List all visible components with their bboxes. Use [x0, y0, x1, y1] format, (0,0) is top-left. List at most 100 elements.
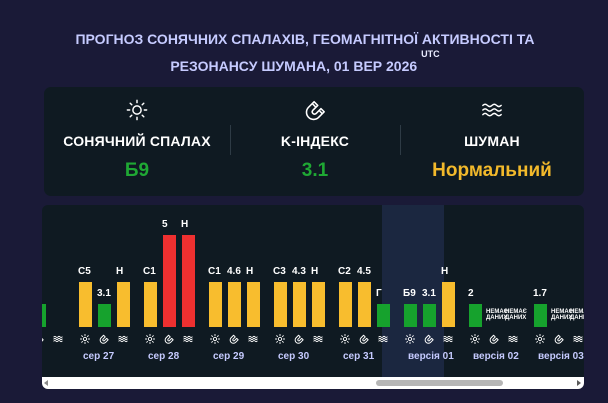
- chart-bar-flare: [339, 282, 352, 327]
- scroll-left-arrow-icon[interactable]: [44, 380, 48, 386]
- bar-value-label: 1.7: [533, 288, 547, 299]
- magnet-icon: [99, 331, 109, 344]
- bar-value-label: 3.1: [422, 288, 436, 299]
- bar-value-label: C2: [338, 266, 351, 277]
- chart-bar-schumann: [312, 282, 325, 327]
- horizontal-scrollbar[interactable]: [42, 377, 584, 389]
- kindex-value: 3.1: [301, 160, 329, 181]
- waves-icon: [118, 331, 128, 343]
- magnet-icon: [164, 331, 174, 344]
- page-title: ПРОГНОЗ СОНЯЧНИХ СПАЛАХІВ, ГЕОМАГНІТНОЇ …: [40, 26, 570, 82]
- bar-value-label: НЕМАЄ ДАНИХ: [486, 309, 508, 321]
- bars-area: [42, 205, 584, 327]
- waves-icon: [508, 331, 518, 343]
- day-label: сер 29: [213, 351, 245, 362]
- sun-icon: [79, 331, 91, 345]
- chart-bar-schumann: [377, 304, 390, 327]
- bar-value-label: НЕМАЄ ДАНИХ: [551, 309, 573, 321]
- flare-label: СОНЯЧНИЙ СПАЛАХ: [63, 133, 211, 149]
- waves-icon: [443, 331, 453, 343]
- title-line-1: ПРОГНОЗ СОНЯЧНИХ СПАЛАХІВ, ГЕОМАГНІТНОЇ …: [75, 31, 535, 47]
- chart-bar-flare: [404, 304, 417, 327]
- sun-icon: [404, 331, 416, 345]
- flare-value: Б9: [124, 160, 150, 181]
- chart-bar-kindex: [423, 304, 436, 327]
- bar-value-label: 4.5: [357, 266, 371, 277]
- magnet-icon: [294, 331, 304, 344]
- bar-value-label: C3: [273, 266, 286, 277]
- magnet-icon: [229, 331, 239, 344]
- sun-icon: [469, 331, 481, 345]
- chart-bar-schumann: [442, 282, 455, 327]
- waves-icon: [53, 331, 63, 343]
- magnet-icon: [359, 331, 369, 344]
- flare-summary: СОНЯЧНИЙ СПАЛАХ Б9: [44, 87, 230, 196]
- waves-icon: [378, 331, 388, 343]
- scroll-right-arrow-icon[interactable]: [577, 380, 581, 386]
- bar-value-label: C1: [143, 266, 156, 277]
- timezone-label: UTC: [421, 49, 440, 59]
- chart-bar-kindex: [98, 304, 111, 327]
- bar-value-label: Н: [246, 266, 254, 277]
- chart-bar: [42, 304, 46, 327]
- bar-value-label: C5: [78, 266, 91, 277]
- divider: [400, 125, 401, 155]
- kindex-label: K-ІНДЕКС: [280, 133, 350, 149]
- bar-value-label: C1: [208, 266, 221, 277]
- title-line-2: РЕЗОНАНСУ ШУМАНА, 01 ВЕР 2026: [170, 58, 418, 74]
- chart-bar-flare: [274, 282, 287, 327]
- magnet-icon: [489, 331, 499, 344]
- magnet-icon: [42, 331, 44, 342]
- chart-bar-flare: [534, 304, 547, 327]
- current-day-highlight: [382, 205, 444, 377]
- chart-bar-flare: [79, 282, 92, 327]
- bar-value-label: 5: [162, 219, 168, 230]
- day-label: версія 02: [473, 351, 519, 362]
- bar-value-label: 4.6: [227, 266, 241, 277]
- waves-icon: [313, 331, 323, 343]
- day-label: сер 31: [343, 351, 375, 362]
- sun-icon: [339, 331, 351, 345]
- scroll-thumb[interactable]: [376, 380, 503, 386]
- schumann-value: Нормальний: [432, 160, 552, 181]
- magnet-icon: [554, 331, 564, 344]
- chart-bar-schumann: [117, 282, 130, 327]
- waves-icon: [573, 331, 583, 343]
- bar-value-label: Н: [441, 266, 449, 277]
- sun-icon: [274, 331, 286, 345]
- chart-bar-schumann: [247, 282, 260, 327]
- sun-icon: [209, 331, 221, 345]
- waves-icon: [482, 103, 502, 117]
- day-label: сер 27: [83, 351, 115, 362]
- day-label: сер 28: [148, 351, 180, 362]
- magnet-icon: [424, 331, 434, 344]
- chart-bar-flare: [209, 282, 222, 327]
- chart-bar-schumann: [182, 235, 195, 327]
- kindex-summary: K-ІНДЕКС 3.1: [230, 87, 400, 196]
- bar-value-label: Н: [116, 266, 124, 277]
- day-label: сер 30: [278, 351, 310, 362]
- sun-icon: [534, 331, 546, 345]
- divider: [230, 125, 231, 155]
- bar-value-label: Г: [376, 288, 382, 299]
- sun-icon: [144, 331, 156, 345]
- chart-bar-kindex: [358, 282, 371, 327]
- magnet-icon: [305, 100, 325, 121]
- chart-bar-kindex: [163, 235, 176, 327]
- summary-panel: СОНЯЧНИЙ СПАЛАХ Б9 K-ІНДЕКС 3.1 ШУМАН Но…: [44, 87, 584, 196]
- bar-value-label: 4.3: [292, 266, 306, 277]
- bar-value-label: Н: [311, 266, 319, 277]
- bar-value-label: НЕМАЄ ДАНИХ: [570, 309, 584, 321]
- chart-bar-flare: [144, 282, 157, 327]
- sun-icon: [126, 99, 148, 121]
- day-label: версія 01: [408, 351, 454, 362]
- bar-value-label: Б9: [403, 288, 416, 299]
- day-label: версія 03: [538, 351, 584, 362]
- chart-bar-flare: [469, 304, 482, 327]
- schumann-summary: ШУМАН Нормальний: [400, 87, 584, 196]
- bar-value-label: 2: [468, 288, 474, 299]
- bar-value-label: НЕМАЄ ДАНИХ: [505, 309, 527, 321]
- bar-value-label: Н: [181, 219, 189, 230]
- waves-icon: [248, 331, 258, 343]
